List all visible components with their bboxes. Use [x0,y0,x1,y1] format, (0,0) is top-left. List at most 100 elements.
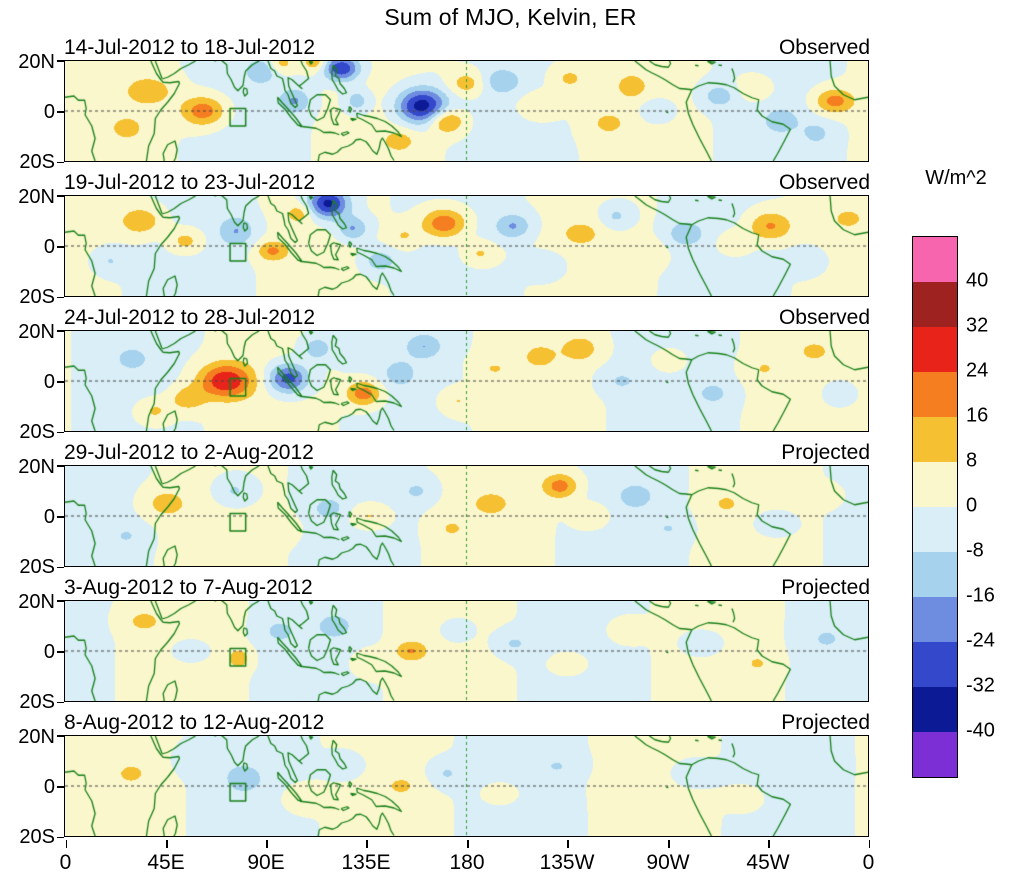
panel-2-plot: 20N 0 20S [0,186,886,308]
panel-1-date-range: 14-Jul-2012 to 18-Jul-2012 [64,36,315,59]
x-tick [266,840,268,848]
panel-2-map-canvas [64,195,869,297]
panel-4-source-label: Projected [781,441,870,464]
colorbar-cell [913,237,957,282]
panel-2-date-range: 19-Jul-2012 to 23-Jul-2012 [64,171,315,194]
colorbar-tick-label: 0 [966,494,978,517]
colorbar-cell [913,597,957,642]
y-tick [57,195,64,197]
x-tick [868,840,870,848]
y-tick [57,246,64,248]
colorbar-unit-label: W/m^2 [925,167,987,189]
colorbar-tick-label: 8 [966,449,978,472]
colorbar-tick-label: -16 [966,584,995,607]
panel-6-plot: 20N 0 20S [0,726,886,848]
colorbar-tick-label: -40 [966,719,995,742]
colorbar-cell [913,282,957,327]
colorbar-cell [913,642,957,687]
y-tick-label-0: 0 [43,101,55,123]
y-tick-label-20s: 20S [19,286,55,308]
panel-5-header: 3-Aug-2012 to 7-Aug-2012 Projected [64,576,870,599]
y-tick [57,465,64,467]
panel-3-source-label: Observed [778,306,870,329]
y-tick-label-20s: 20S [19,421,55,443]
panel-2-source-label: Observed [778,171,870,194]
y-tick-label-20s: 20S [19,826,55,848]
panel-4-map-canvas [64,465,869,567]
chart-title: Sum of MJO, Kelvin, ER [384,4,637,30]
panel-4: 29-Jul-2012 to 2-Aug-2012 Projected 20N … [0,441,886,578]
colorbar-cell [913,417,957,462]
colorbar-cell [913,462,957,507]
panel-5-plot: 20N 0 20S [0,591,886,713]
panel-6-date-range: 8-Aug-2012 to 12-Aug-2012 [64,711,325,734]
x-tick [166,840,168,848]
panel-1-source-label: Observed [778,36,870,59]
x-tick-label: 90E [247,851,285,874]
y-tick [57,431,64,433]
x-tick-label: 45E [147,851,185,874]
y-tick [57,330,64,332]
panel-3-header: 24-Jul-2012 to 28-Jul-2012 Observed [64,306,870,329]
panel-6: 8-Aug-2012 to 12-Aug-2012 Projected 20N … [0,711,886,848]
panel-4-plot: 20N 0 20S [0,456,886,578]
y-tick-label-20n: 20N [18,321,55,343]
colorbar-cell [913,372,957,417]
y-tick-label-20n: 20N [18,456,55,478]
panel-3-date-range: 24-Jul-2012 to 28-Jul-2012 [64,306,315,329]
y-tick-label-20s: 20S [19,556,55,578]
x-tick-label: 0 [862,851,875,874]
colorbar-tick-label: 32 [966,314,989,337]
y-tick [57,836,64,838]
x-tick [567,840,569,848]
y-tick-label-0: 0 [43,506,55,528]
y-tick [57,701,64,703]
panel-5-date-range: 3-Aug-2012 to 7-Aug-2012 [64,576,313,599]
colorbar-swatches [912,236,958,778]
colorbar-tick-label: 24 [966,359,989,382]
x-tick-label: 90W [646,851,690,874]
colorbar-tick-label: -8 [966,539,984,562]
x-tick-label: 135W [539,851,595,874]
colorbar-tick-label: -32 [966,674,995,697]
panel-2-header: 19-Jul-2012 to 23-Jul-2012 Observed [64,171,870,194]
panel-3-plot: 20N 0 20S [0,321,886,443]
y-tick-label-0: 0 [43,641,55,663]
y-tick [57,111,64,113]
colorbar-cell [913,507,957,552]
x-tick-label: 180 [449,851,485,874]
colorbar-labels: 40 32 24 16 8 0 -8 -16 -24 -32 -40 [966,236,1021,776]
panel-4-header: 29-Jul-2012 to 2-Aug-2012 Projected [64,441,870,464]
panel-5-map-canvas [64,600,869,702]
colorbar-cell [913,732,957,777]
y-tick-label-0: 0 [43,236,55,258]
colorbar-cell [913,327,957,372]
y-tick [57,381,64,383]
panel-6-source-label: Projected [781,711,870,734]
y-tick [57,161,64,163]
y-tick [57,516,64,518]
x-tick [668,840,670,848]
y-tick-label-20n: 20N [18,186,55,208]
panel-1-plot: 20N 0 20S [0,51,886,173]
panel-6-header: 8-Aug-2012 to 12-Aug-2012 Projected [64,711,870,734]
y-tick [57,786,64,788]
panel-4-date-range: 29-Jul-2012 to 2-Aug-2012 [64,441,314,464]
y-tick-label-20n: 20N [18,51,55,73]
y-tick [57,566,64,568]
panel-5: 3-Aug-2012 to 7-Aug-2012 Projected 20N 0… [0,576,886,713]
y-tick [57,296,64,298]
panel-2: 19-Jul-2012 to 23-Jul-2012 Observed 20N … [0,171,886,308]
y-tick-label-20s: 20S [19,691,55,713]
panel-1: 14-Jul-2012 to 18-Jul-2012 Observed 20N … [0,36,886,173]
y-tick-label-0: 0 [43,776,55,798]
y-tick-label-20n: 20N [18,726,55,748]
colorbar-cell [913,552,957,597]
y-tick-label-20s: 20S [19,151,55,173]
y-tick [57,651,64,653]
y-tick [57,735,64,737]
y-tick [57,60,64,62]
colorbar-tick-label: -24 [966,629,995,652]
x-tick [65,840,67,848]
